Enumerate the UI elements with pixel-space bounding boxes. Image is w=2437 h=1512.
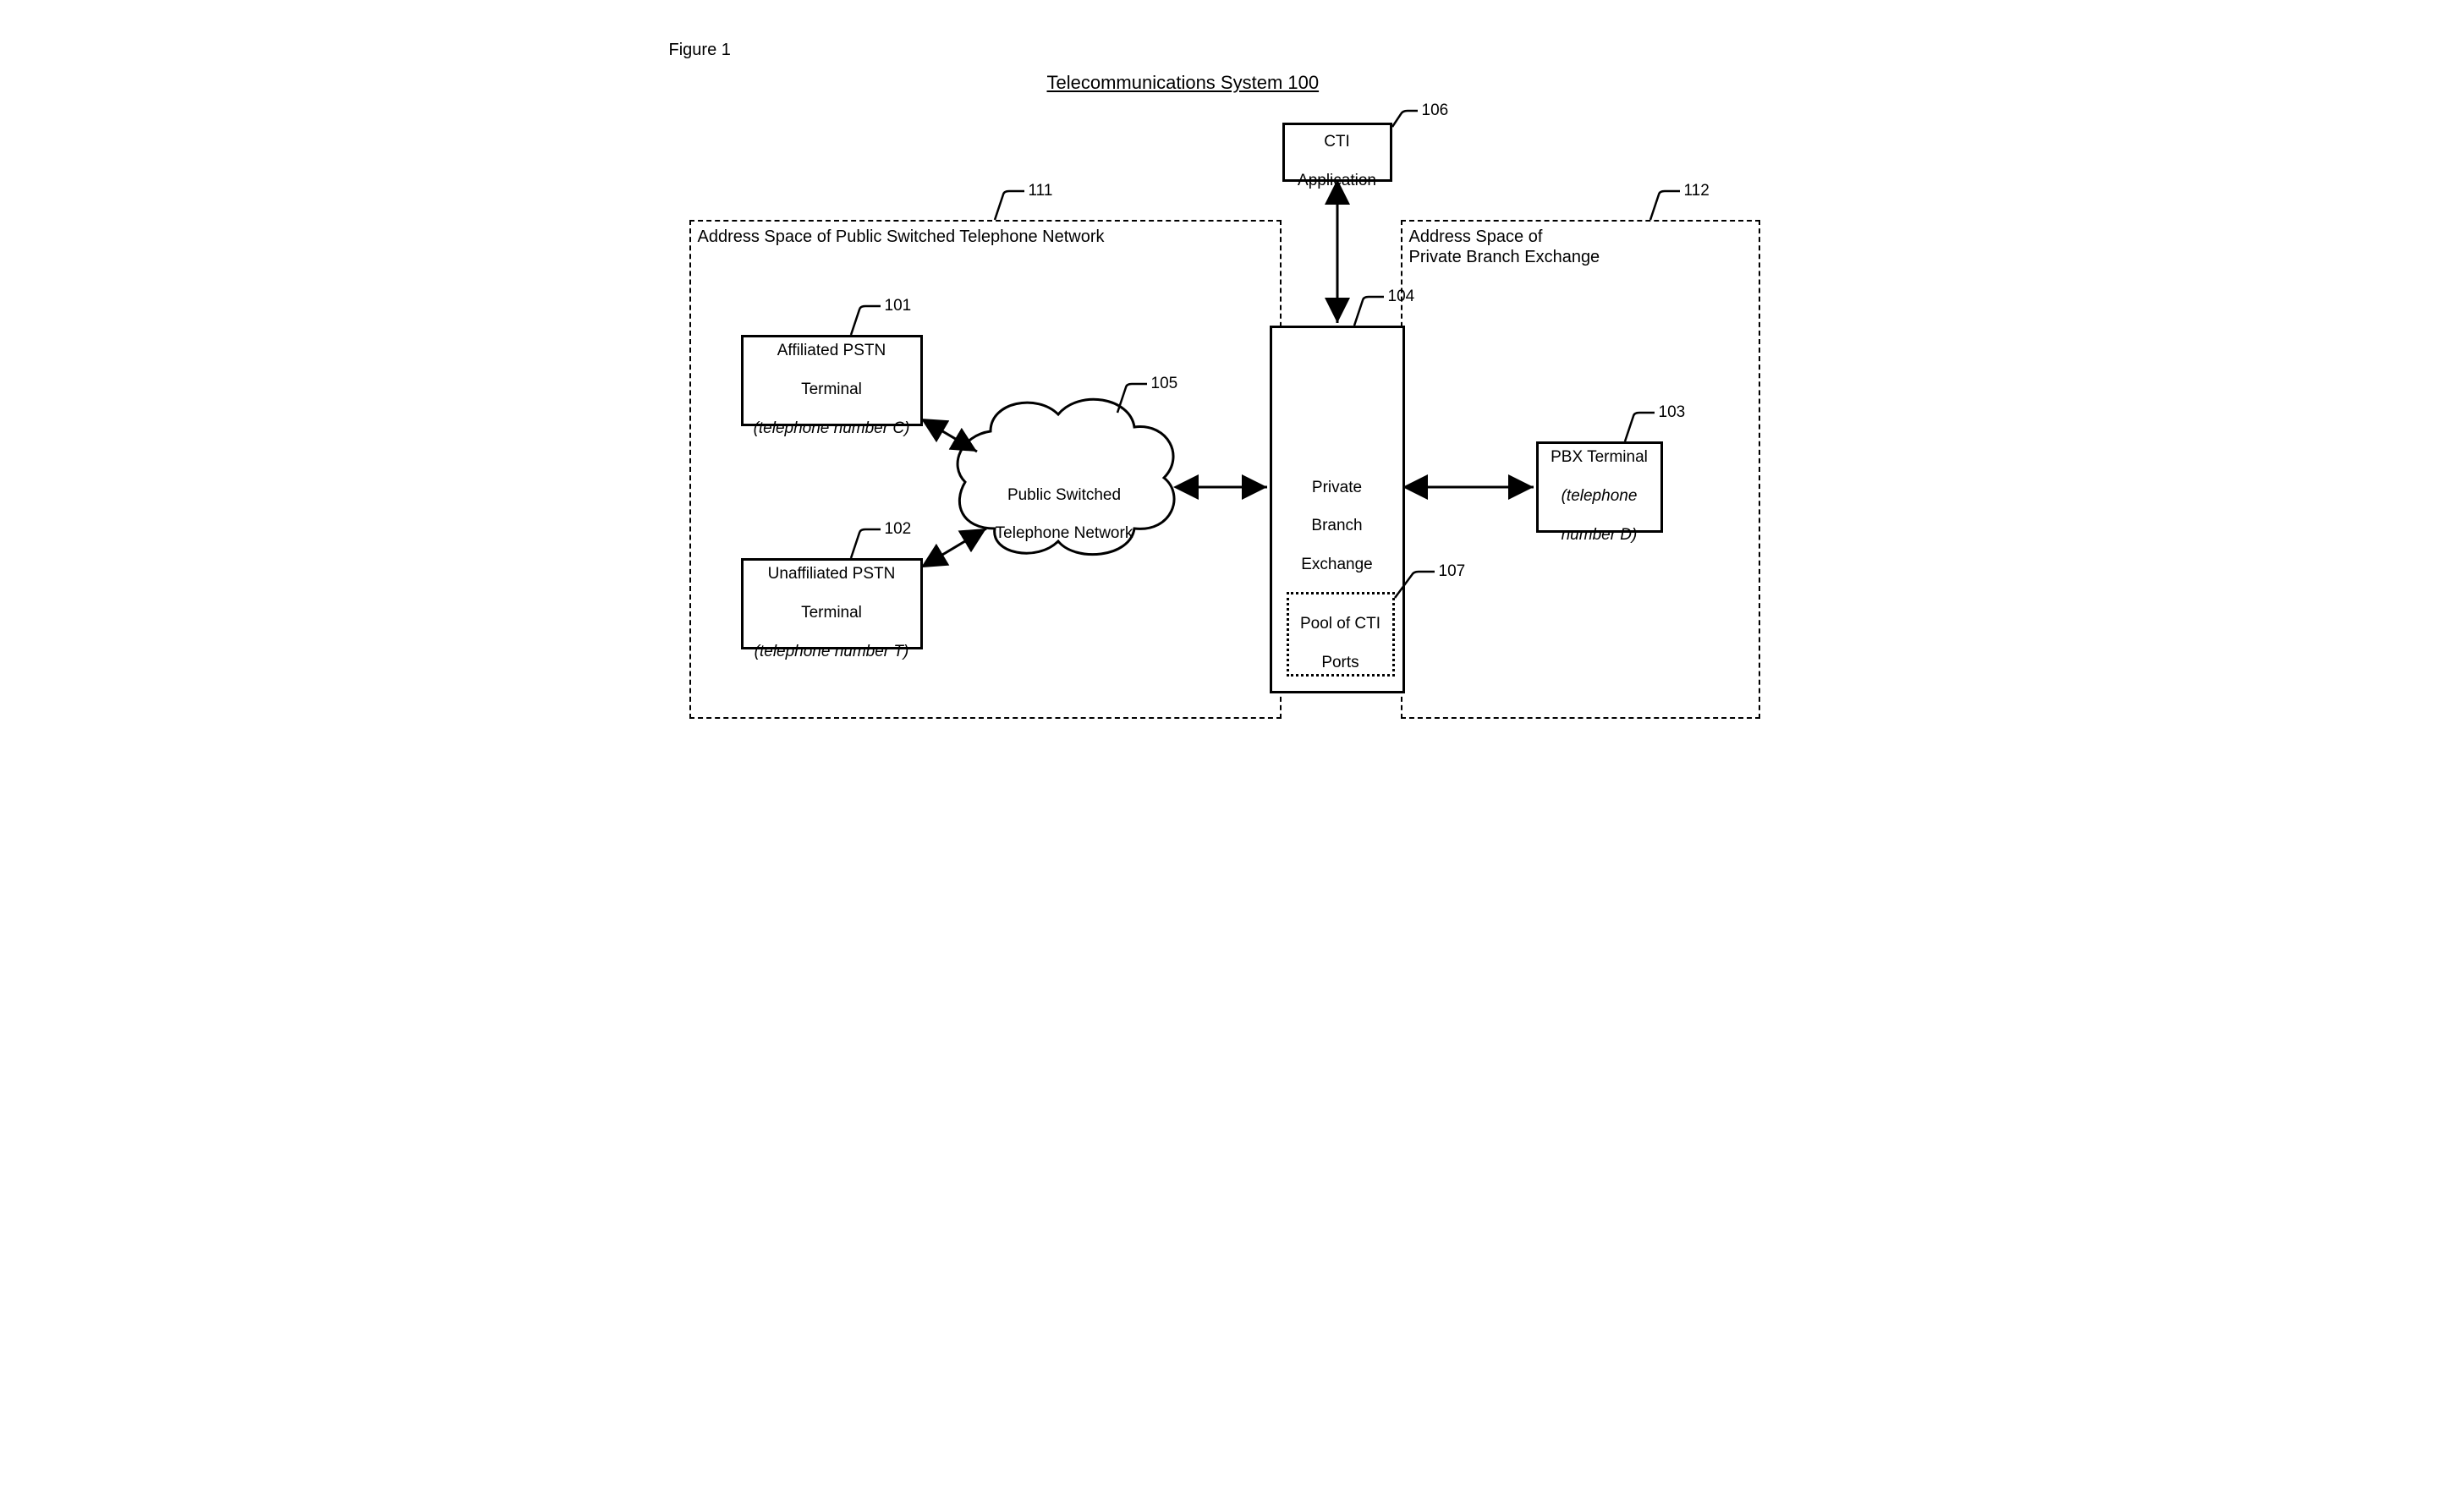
pool-of-cti-ports: Pool of CTI Ports <box>1287 592 1395 677</box>
pbx-address-space-label: Address Space of Private Branch Exchange <box>1409 227 1600 267</box>
ref-107: 107 <box>1439 562 1466 581</box>
unaffiliated-pstn-terminal: Unaffiliated PSTN Terminal (telephone nu… <box>741 558 923 649</box>
pbx-terminal: PBX Terminal (telephone number D) <box>1536 441 1663 533</box>
figure-label: Figure 1 <box>669 41 731 60</box>
cti-app-text: CTI Application <box>1298 113 1376 190</box>
ref-106: 106 <box>1422 101 1449 120</box>
affiliated-pstn-terminal: Affiliated PSTN Terminal (telephone numb… <box>741 335 923 426</box>
ref-101: 101 <box>885 297 912 315</box>
diagram-title: Telecommunications System 100 <box>1047 72 1320 94</box>
pbx-terminal-text: PBX Terminal (telephone number D) <box>1551 430 1648 545</box>
ref-111: 111 <box>1029 182 1053 200</box>
cti-ports-text: Pool of CTI Ports <box>1300 595 1380 672</box>
pbx-text: Private Branch Exchange <box>1272 459 1402 575</box>
pstn-address-space-label: Address Space of Public Switched Telepho… <box>698 227 1105 247</box>
unaffiliated-text: Unaffiliated PSTN Terminal (telephone nu… <box>755 546 909 662</box>
ref-112: 112 <box>1684 182 1710 200</box>
ref-103: 103 <box>1659 403 1686 422</box>
cti-application: CTI Application <box>1282 123 1392 182</box>
ref-104: 104 <box>1388 288 1415 306</box>
ref-102: 102 <box>885 520 912 539</box>
diagram-canvas: Figure 1 Telecommunications System 100 A… <box>610 0 1828 756</box>
affiliated-text: Affiliated PSTN Terminal (telephone numb… <box>754 323 910 439</box>
ref-105: 105 <box>1151 375 1178 393</box>
pstn-cloud-text: Public Switched Telephone Network <box>974 467 1155 544</box>
